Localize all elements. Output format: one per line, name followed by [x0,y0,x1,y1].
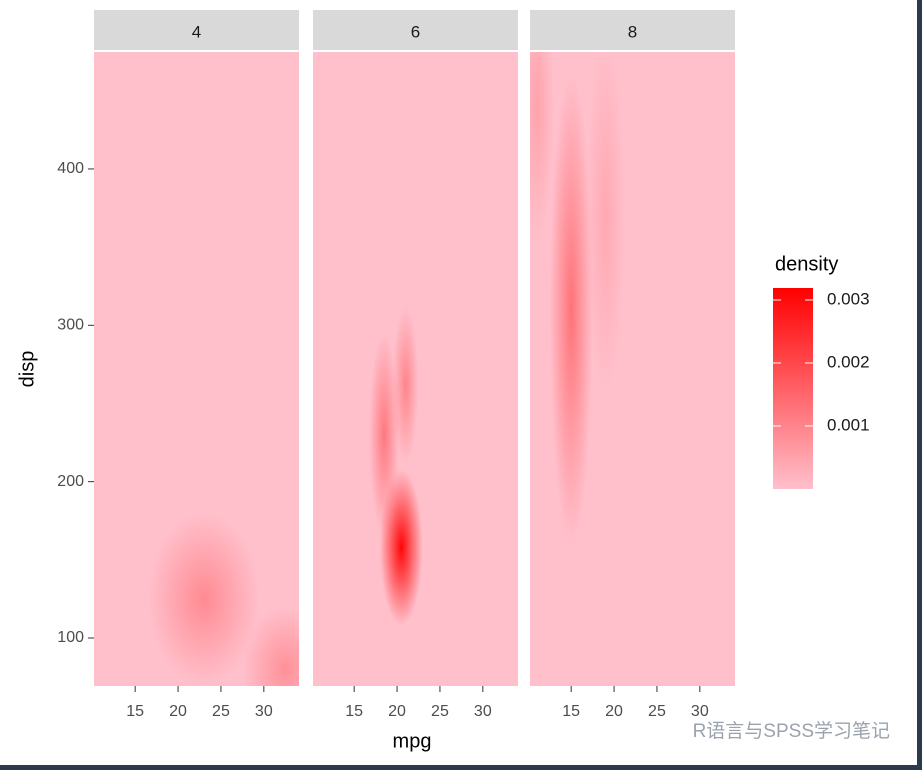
density-peak [369,333,400,537]
x-tick-label: 30 [474,703,492,720]
x-tick-label: 30 [691,703,709,720]
density-peak [242,606,299,686]
facet-label: 4 [192,22,201,41]
x-tick-label: 15 [562,703,580,720]
legend-title: density [775,253,838,275]
density-peak [530,52,555,244]
y-tick-label: 200 [57,473,84,490]
density-peak [392,306,419,463]
density-peak [148,512,260,685]
x-tick-label: 25 [431,703,449,720]
x-tick-label: 15 [126,703,144,720]
watermark: R语言与SPSS学习笔记 [693,720,890,742]
facet-strip [530,10,735,50]
x-tick-label: 20 [605,703,623,720]
x-axis-label: mpg [393,730,432,752]
x-tick-label: 25 [212,703,230,720]
legend-tick-label: 0.002 [827,352,870,371]
x-tick-label: 20 [388,703,406,720]
y-tick-label: 100 [57,629,84,646]
y-tick-label: 300 [57,317,84,334]
y-tick-label: 400 [57,160,84,177]
facet-label: 8 [628,22,637,41]
legend-tick-label: 0.003 [827,289,870,308]
density-peak [586,52,625,392]
density-layer [148,512,299,686]
x-tick-label: 20 [169,703,187,720]
x-tick-label: 25 [648,703,666,720]
density-peak [549,75,593,545]
x-tick-label: 15 [345,703,363,720]
colorbar [773,288,813,489]
facet-strip [313,10,518,50]
facet-strip [94,10,299,50]
y-axis-label: disp [16,351,38,388]
density-layer [369,306,423,626]
density-layer [530,52,625,545]
legend-tick-label: 0.001 [827,415,870,434]
facet-label: 6 [411,22,420,41]
x-tick-label: 30 [255,703,273,720]
